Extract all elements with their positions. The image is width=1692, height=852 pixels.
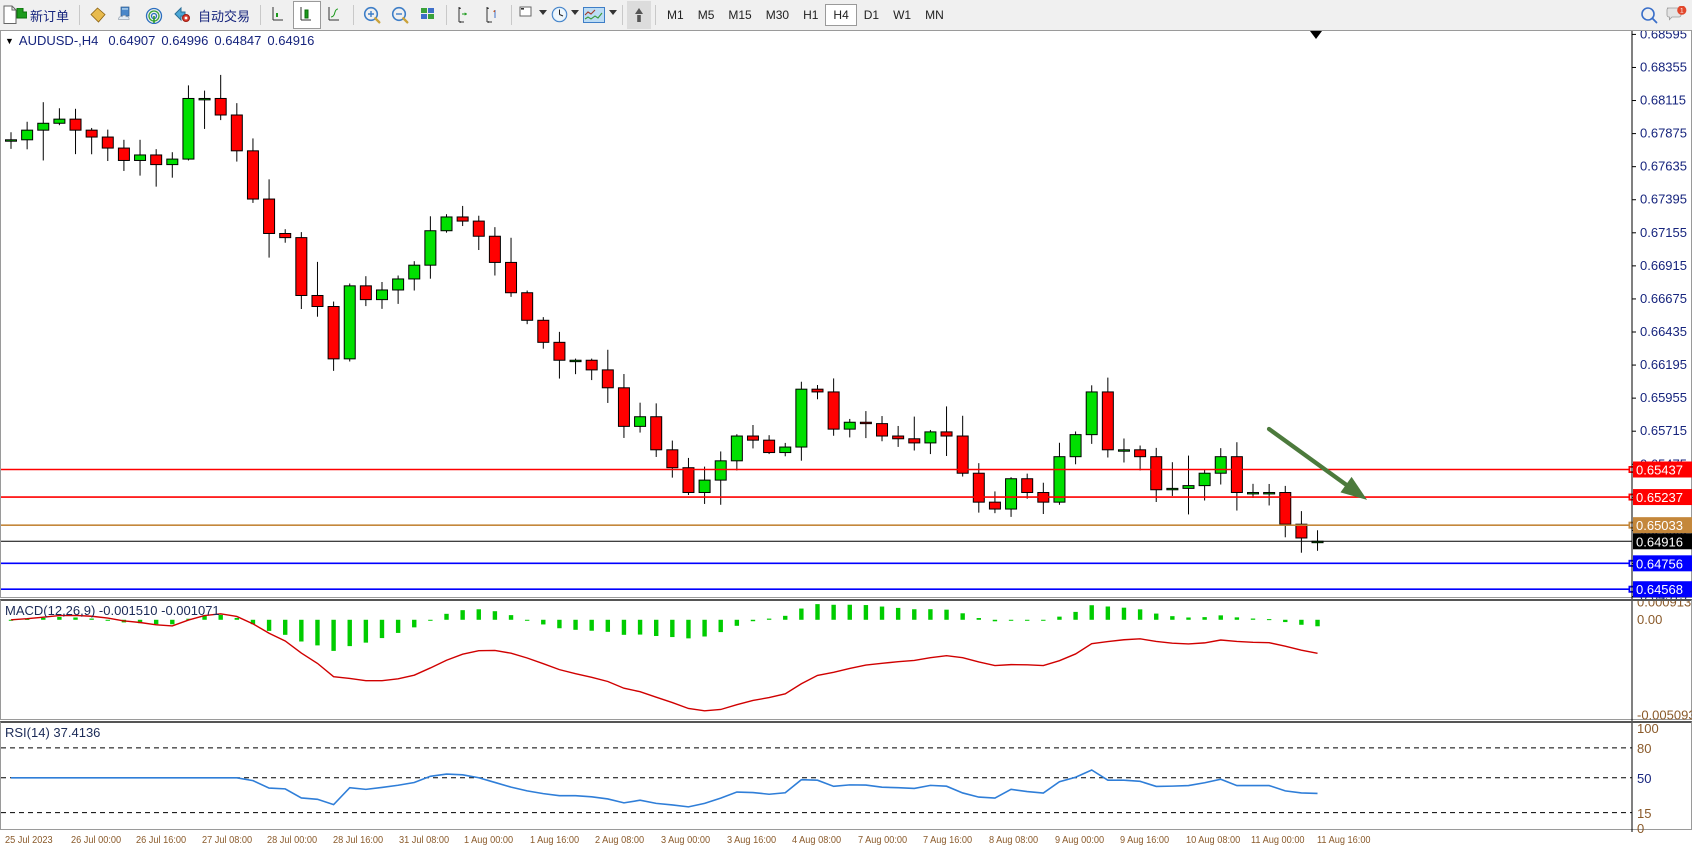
svg-text:-0.005093: -0.005093 — [1637, 708, 1692, 722]
svg-text:0.64916: 0.64916 — [1636, 534, 1683, 549]
svg-text:0.66195: 0.66195 — [1640, 357, 1687, 372]
svg-text:0.64756: 0.64756 — [1636, 556, 1683, 571]
svg-text:1: 1 — [1680, 7, 1684, 14]
svg-text:0.67635: 0.67635 — [1640, 159, 1687, 174]
svg-text:0.66435: 0.66435 — [1640, 324, 1687, 339]
svg-text:0.64568: 0.64568 — [1636, 582, 1683, 597]
svg-text:0.65237: 0.65237 — [1636, 490, 1683, 505]
svg-text:0.65715: 0.65715 — [1640, 423, 1687, 438]
svg-text:0.67395: 0.67395 — [1640, 192, 1687, 207]
svg-text:0.67875: 0.67875 — [1640, 126, 1687, 141]
svg-text:0.65955: 0.65955 — [1640, 390, 1687, 405]
svg-text:0.000913: 0.000913 — [1637, 601, 1691, 610]
svg-text:0.66675: 0.66675 — [1640, 291, 1687, 306]
svg-text:0.68115: 0.68115 — [1640, 93, 1686, 108]
svg-text:0.65437: 0.65437 — [1636, 463, 1683, 478]
svg-text:0.66915: 0.66915 — [1640, 258, 1687, 273]
svg-text:0.68355: 0.68355 — [1640, 59, 1687, 74]
svg-text:0.00: 0.00 — [1637, 612, 1662, 627]
svg-text:0.65033: 0.65033 — [1636, 518, 1683, 533]
svg-text:0.67155: 0.67155 — [1640, 225, 1687, 240]
